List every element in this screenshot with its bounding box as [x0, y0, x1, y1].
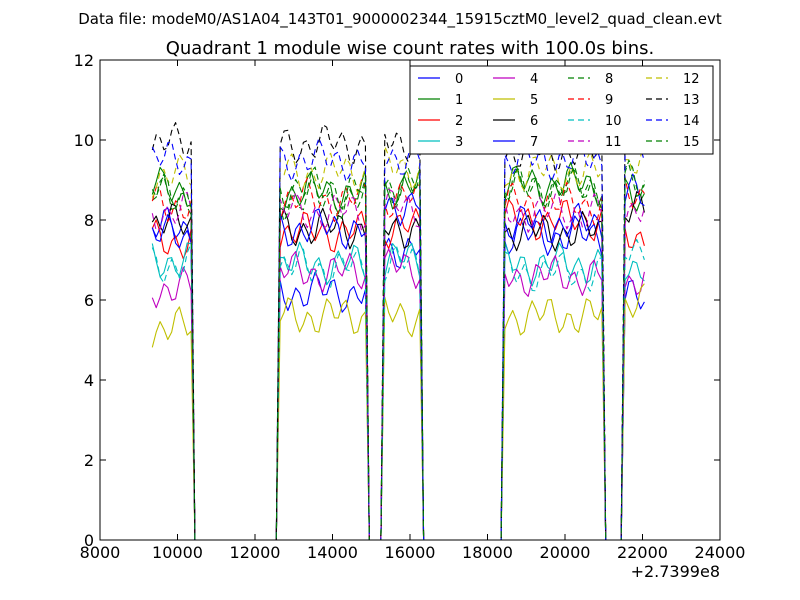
suptitle: Data file: modeM0/AS1A04_143T01_90000023… [78, 10, 722, 29]
x-offset-label: +2.7399e8 [631, 562, 720, 581]
legend-label-9: 9 [605, 93, 613, 108]
series-line-14 [151, 128, 645, 541]
x-tick-label: 24000 [695, 543, 746, 562]
legend-label-8: 8 [605, 72, 613, 87]
x-tick-label: 16000 [385, 543, 436, 562]
plot-lines [151, 109, 645, 541]
legend-label-15: 15 [683, 135, 700, 150]
legend-label-1: 1 [455, 93, 463, 108]
legend-label-2: 2 [455, 114, 463, 129]
series-line-13 [151, 109, 645, 541]
chart-title: Quadrant 1 module wise count rates with … [166, 38, 655, 59]
x-tick-label: 22000 [617, 543, 668, 562]
series-line-0 [151, 207, 645, 541]
x-tick-label: 12000 [230, 543, 281, 562]
legend-label-4: 4 [530, 72, 538, 87]
y-tick-label: 4 [84, 371, 94, 390]
y-tick-label: 0 [84, 531, 94, 550]
y-tick-label: 6 [84, 291, 94, 310]
series-line-3 [151, 241, 645, 541]
series-line-15 [151, 159, 645, 541]
legend-label-10: 10 [605, 114, 622, 129]
series-line-7 [151, 173, 645, 541]
legend-label-6: 6 [530, 114, 538, 129]
series-line-6 [151, 191, 645, 541]
axis-ticks: 8000 10000 12000 14000 16000 18000 20000 22000 2… [74, 51, 746, 562]
series-line-12 [151, 142, 645, 541]
x-tick-label: 14000 [307, 543, 358, 562]
legend-label-5: 5 [530, 93, 538, 108]
y-tick-label: 12 [74, 51, 94, 70]
x-tick-label: 18000 [462, 543, 513, 562]
legend-label-11: 11 [605, 135, 622, 150]
series-line-11 [151, 188, 645, 541]
x-tick-label: 10000 [152, 543, 203, 562]
legend-label-7: 7 [530, 135, 538, 150]
series-line-10 [151, 238, 645, 541]
y-tick-label: 8 [84, 211, 94, 230]
x-tick-label: 20000 [540, 543, 591, 562]
legend-label-14: 14 [683, 114, 700, 129]
legend-box [409, 65, 714, 155]
y-tick-label: 10 [74, 131, 94, 150]
legend-label-12: 12 [683, 72, 700, 87]
series-line-5 [151, 283, 645, 541]
y-tick-label: 2 [84, 451, 94, 470]
legend-label-13: 13 [683, 93, 700, 108]
legend-label-3: 3 [455, 135, 463, 150]
legend-label-0: 0 [455, 72, 463, 87]
x-tick-label: 8000 [80, 543, 121, 562]
series-line-4 [151, 248, 645, 541]
